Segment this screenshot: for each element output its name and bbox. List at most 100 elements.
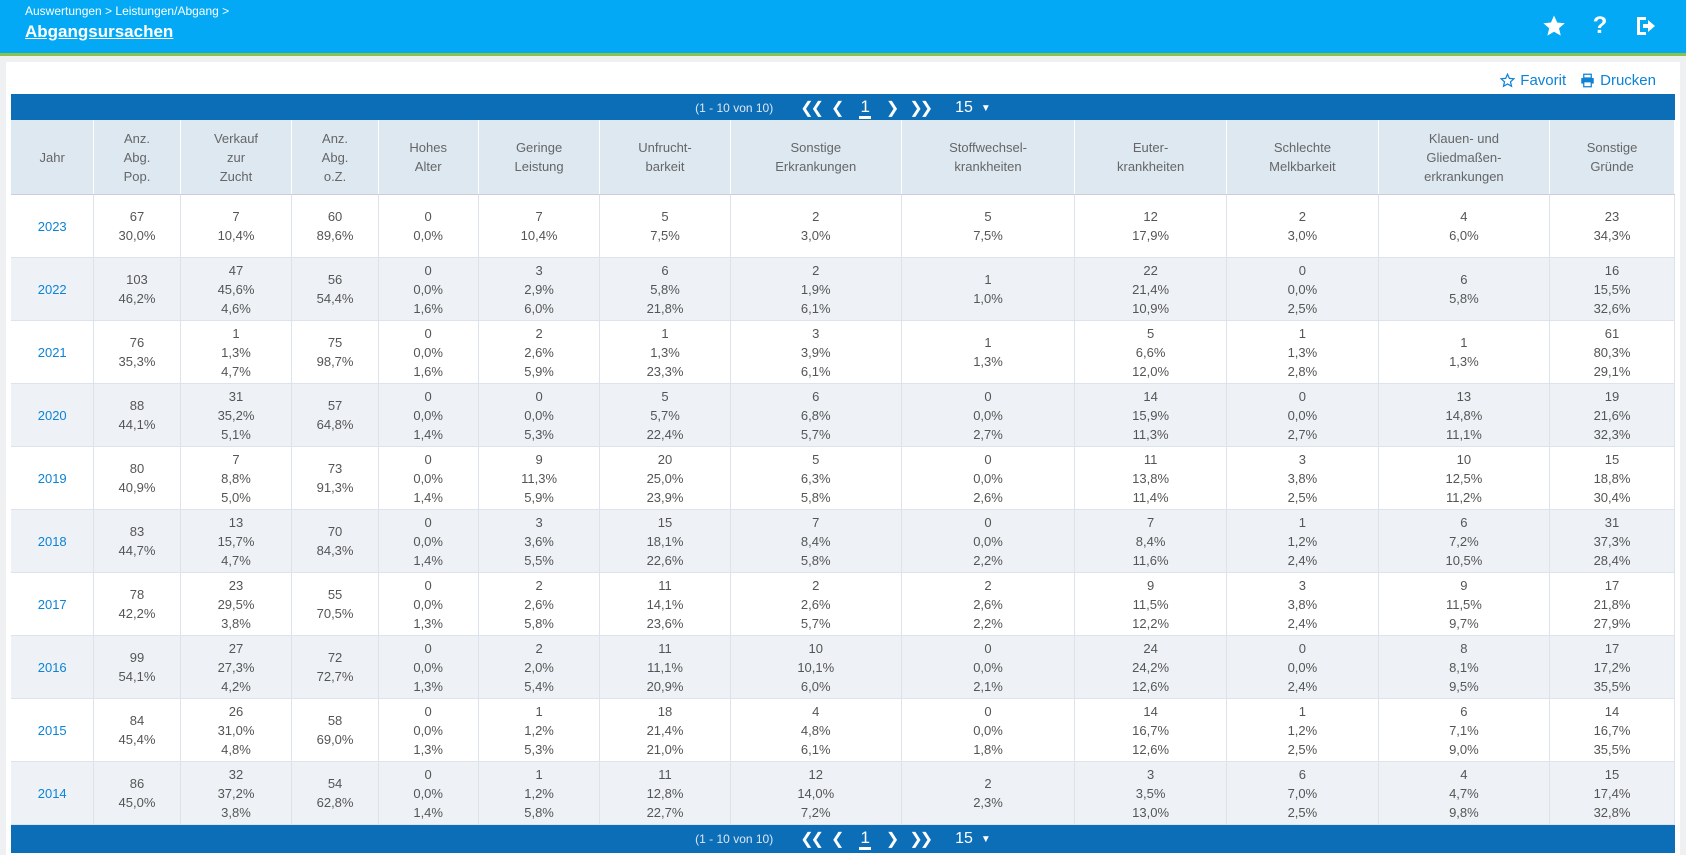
cell-value: 5,9% <box>524 363 554 379</box>
help-icon[interactable]: ? <box>1592 12 1608 39</box>
cell-value: 3 <box>535 262 543 278</box>
cell-value: 0 <box>984 703 992 719</box>
table-cell: 14 16,7% 12,6% <box>1074 698 1227 762</box>
year-link[interactable]: 2021 <box>11 320 95 384</box>
column-header-line: Verkauf <box>213 130 259 146</box>
star-outline-icon <box>1500 73 1516 88</box>
cell-value: 2,6% <box>800 596 831 612</box>
table-cell: 6 7,1% 9,0% <box>1378 698 1551 762</box>
action-bar: Favorit Drucken <box>1500 72 1656 89</box>
first-page-icon[interactable]: ❮❮ <box>800 831 824 848</box>
cell-value: 15,9% <box>1132 407 1170 423</box>
table-cell: 80 40,9% <box>93 446 181 510</box>
table-cell: 0 0,0% 1,6% <box>378 320 479 384</box>
cell-value: 0,0% <box>973 533 1003 549</box>
cell-value: 89,6% <box>316 228 354 243</box>
current-page[interactable]: 1 <box>859 97 871 119</box>
last-page-icon[interactable]: ❯❯ <box>909 831 933 848</box>
cell-value: 10,5% <box>1445 552 1483 568</box>
table-cell: 99 54,1% <box>93 635 181 699</box>
cell-value: 1,3% <box>973 354 1003 369</box>
cell-value: 5,8% <box>800 489 831 505</box>
cell-value: 14 <box>1143 388 1158 404</box>
cell-value: 2 <box>984 577 992 593</box>
logout-icon[interactable] <box>1634 14 1658 38</box>
cell-value: 4 <box>1460 209 1468 224</box>
cell-value: 7 <box>232 209 240 224</box>
table-cell: 31 35,2% 5,1% <box>180 383 293 447</box>
cell-value: 0 <box>984 451 992 467</box>
cell-value: 18,1% <box>646 533 684 549</box>
cell-value: 0,0% <box>973 659 1003 675</box>
first-page-icon[interactable]: ❮❮ <box>800 100 824 117</box>
cell-value: 73 <box>327 461 343 476</box>
per-page-select[interactable]: 15 ▼ <box>955 99 991 117</box>
next-page-icon[interactable]: ❯ <box>885 100 900 117</box>
cell-value: 5,4% <box>524 678 554 694</box>
pager-top: (1 - 10 von 10) ❮❮ ❮ 1 ❯ ❯❯ 15 ▼ <box>11 94 1675 122</box>
cell-value: 2,4% <box>1287 552 1318 568</box>
table-cell: 0 0,0% 2,5% <box>1226 257 1379 321</box>
table-cell: 19 21,6% 32,3% <box>1549 383 1675 447</box>
cell-value: 70 <box>327 524 343 539</box>
cell-value: 45,6% <box>217 281 255 297</box>
pager-bottom: (1 - 10 von 10) ❮❮ ❮ 1 ❯ ❯❯ 15 ▼ <box>11 825 1675 853</box>
year-link[interactable]: 2016 <box>11 635 95 699</box>
cell-value: 6,3% <box>800 470 831 486</box>
year-link[interactable]: 2018 <box>11 509 95 573</box>
cell-value: 12 <box>1143 209 1158 224</box>
cell-value: 32,3% <box>1593 426 1631 442</box>
prev-page-icon[interactable]: ❮ <box>831 100 845 117</box>
print-button[interactable]: Drucken <box>1580 72 1656 89</box>
cell-value: 21,4% <box>646 722 684 738</box>
per-page-select[interactable]: 15 ▼ <box>955 830 991 848</box>
table-cell: 7 10,4% <box>180 194 293 258</box>
cell-value: 4 <box>1460 766 1468 782</box>
breadcrumb[interactable]: Auswertungen > Leistungen/Abgang > <box>25 4 230 18</box>
cell-value: 54,1% <box>118 669 156 684</box>
table-cell: 4 6,0% <box>1378 194 1551 258</box>
cell-value: 2,1% <box>973 678 1003 694</box>
prev-page-icon[interactable]: ❮ <box>831 831 845 848</box>
current-page[interactable]: 1 <box>859 828 871 850</box>
year-link[interactable]: 2014 <box>11 761 95 825</box>
year-link[interactable]: 2022 <box>11 257 95 321</box>
cell-value: 0,0% <box>973 722 1003 738</box>
table-cell: 1 1,3% 2,8% <box>1226 320 1379 384</box>
cell-value: 23 <box>228 577 244 593</box>
cell-value: 15,7% <box>217 533 255 549</box>
favorite-button[interactable]: Favorit <box>1500 72 1566 89</box>
cell-value: 0,0% <box>413 470 443 486</box>
year-link[interactable]: 2019 <box>11 446 95 510</box>
table-cell: 5 6,6% 12,0% <box>1074 320 1227 384</box>
data-table: Jahr Anz. Abg. Pop. Verkauf zur Zucht Anz. Abg. o… <box>11 120 1675 825</box>
cell-value: 10,9% <box>1132 300 1170 316</box>
cell-value: 5,9% <box>524 489 554 505</box>
year-link[interactable]: 2020 <box>11 383 95 447</box>
cell-value: 67 <box>129 209 145 224</box>
cell-value: 27,9% <box>1593 615 1631 631</box>
cell-value: 64,8% <box>316 417 354 432</box>
cell-value: 70,5% <box>316 606 354 621</box>
table-cell: 78 42,2% <box>93 572 181 636</box>
year-link[interactable]: 2023 <box>11 194 95 258</box>
column-header-line: Abg. <box>123 149 151 165</box>
cell-value: 6,1% <box>800 741 831 757</box>
table-row: 2015 84 45,4% 26 31,0% 4,8% 58 69,0% 0 0,0% 1,3% 1 1… <box>11 698 1675 762</box>
cell-value: 2,5% <box>1287 489 1318 505</box>
table-cell: 26 31,0% 4,8% <box>180 698 293 762</box>
table-cell: 55 70,5% <box>291 572 379 636</box>
page-title[interactable]: Abgangsursachen <box>25 22 174 41</box>
year-link[interactable]: 2015 <box>11 698 95 762</box>
column-header-line: Unfrucht- <box>638 140 692 155</box>
last-page-icon[interactable]: ❯❯ <box>909 100 933 117</box>
cell-value: 91,3% <box>316 480 354 495</box>
cell-value: 7,5% <box>973 228 1003 243</box>
next-page-icon[interactable]: ❯ <box>885 831 900 848</box>
star-icon[interactable] <box>1542 14 1566 38</box>
year-link[interactable]: 2017 <box>11 572 95 636</box>
cell-value: 5 <box>812 451 820 467</box>
cell-value: 20,9% <box>646 678 684 694</box>
cell-value: 16 <box>1604 262 1620 278</box>
cell-value: 44,1% <box>118 417 156 432</box>
